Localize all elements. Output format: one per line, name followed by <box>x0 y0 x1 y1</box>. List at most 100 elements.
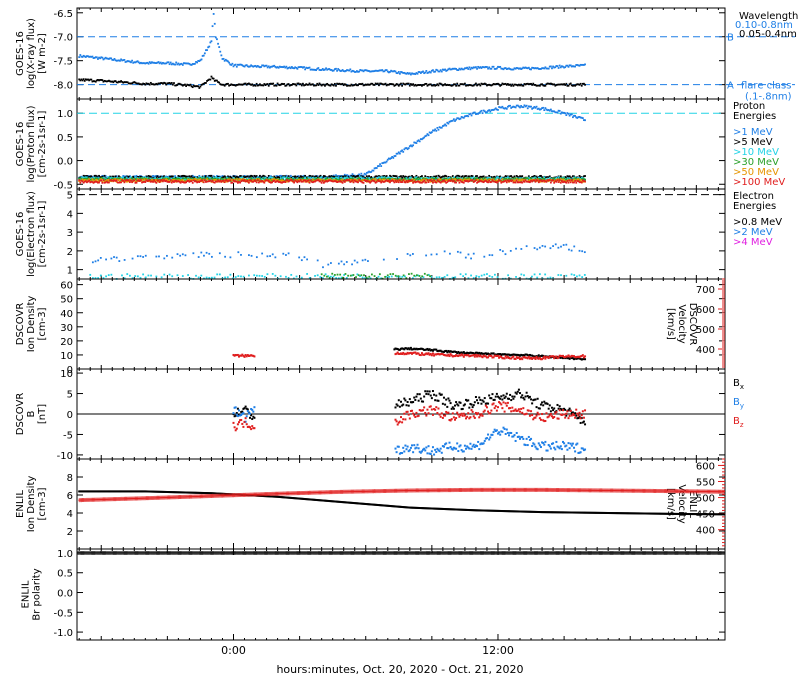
data-point <box>460 252 462 254</box>
data-point <box>342 277 344 279</box>
data-point <box>568 113 570 115</box>
data-point <box>150 275 152 277</box>
data-point <box>432 352 434 354</box>
data-point <box>179 255 181 257</box>
data-point <box>431 131 433 133</box>
data-point <box>131 181 133 183</box>
data-point <box>247 180 249 182</box>
data-point <box>223 58 225 60</box>
data-point <box>192 182 194 184</box>
data-point <box>534 274 536 276</box>
data-point <box>302 177 304 179</box>
data-point <box>398 71 400 73</box>
data-point <box>493 66 495 68</box>
data-point <box>474 112 476 114</box>
data-point <box>208 253 210 255</box>
data-point <box>453 180 455 182</box>
data-point <box>267 273 269 275</box>
data-point <box>203 181 205 183</box>
data-point <box>379 179 381 181</box>
data-point <box>118 179 120 181</box>
data-point <box>219 51 221 53</box>
data-point <box>467 115 469 117</box>
data-point <box>475 179 477 181</box>
data-point <box>425 83 427 85</box>
data-point <box>88 180 90 182</box>
data-point <box>171 82 173 84</box>
data-point <box>581 276 583 278</box>
data-point <box>497 355 499 357</box>
right-y-tick-label: 400 <box>696 345 715 356</box>
data-point <box>140 179 142 181</box>
data-point <box>158 256 160 258</box>
data-point <box>550 247 552 249</box>
data-point <box>408 273 410 275</box>
data-point <box>515 358 517 360</box>
data-point <box>482 112 484 114</box>
data-point <box>579 275 581 277</box>
data-point <box>220 54 222 56</box>
data-point <box>98 182 100 184</box>
data-point <box>434 71 436 73</box>
data-point <box>536 277 538 279</box>
data-point <box>290 274 292 276</box>
data-point <box>399 179 401 181</box>
data-point <box>560 182 562 184</box>
data-point <box>544 85 546 87</box>
data-point <box>268 85 270 87</box>
data-point <box>575 182 577 184</box>
data-point <box>378 176 380 178</box>
data-point <box>425 70 427 72</box>
data-point <box>505 253 507 255</box>
data-point <box>211 277 213 279</box>
y-axis-label-line: [cm-3] <box>37 307 48 340</box>
data-point <box>362 259 364 261</box>
data-point <box>182 64 184 66</box>
data-point <box>208 277 210 279</box>
data-point <box>425 255 427 257</box>
data-point <box>552 179 554 181</box>
data-point <box>456 83 458 85</box>
data-point <box>203 55 205 57</box>
data-point <box>120 181 122 183</box>
data-point <box>185 254 187 256</box>
data-point <box>510 250 512 252</box>
data-point <box>267 255 269 257</box>
series-0.05-0.4nm <box>78 76 586 89</box>
data-point <box>140 277 142 279</box>
data-point <box>513 178 515 180</box>
data-point <box>436 253 438 255</box>
data-point <box>129 181 131 183</box>
data-point <box>401 85 403 87</box>
data-point <box>251 175 253 177</box>
data-point <box>459 182 461 184</box>
data-point <box>497 276 499 278</box>
data-point <box>358 274 360 276</box>
data-point <box>408 147 410 149</box>
data-point <box>571 273 573 275</box>
data-point <box>457 179 459 181</box>
data-point <box>530 106 532 108</box>
data-point <box>97 260 99 262</box>
data-point <box>356 262 358 264</box>
data-point <box>129 275 131 277</box>
data-point <box>355 276 357 278</box>
data-point <box>416 274 418 276</box>
data-point <box>124 259 126 261</box>
data-point <box>431 354 433 356</box>
data-point <box>321 176 323 178</box>
data-point <box>489 275 491 277</box>
data-point <box>402 151 404 153</box>
data-point <box>105 275 107 277</box>
data-point <box>301 277 303 279</box>
data-point <box>343 263 345 265</box>
data-point <box>409 85 411 87</box>
series->2 MeV <box>92 243 586 268</box>
data-point <box>206 277 208 279</box>
data-point <box>310 177 312 179</box>
data-point <box>110 274 112 276</box>
data-point <box>317 274 319 276</box>
data-point <box>367 260 369 262</box>
